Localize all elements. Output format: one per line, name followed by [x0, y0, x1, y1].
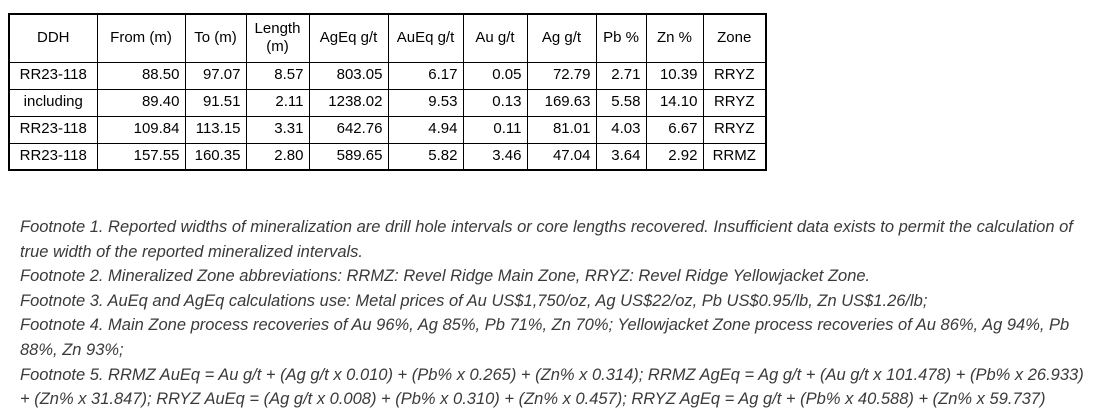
table-cell: 89.40: [96, 88, 186, 117]
table-row: RR23-118 157.55 160.35 2.80 589.65 5.82 …: [8, 142, 767, 171]
column-header-ddh: DDH: [8, 13, 98, 63]
column-header-au: Au g/t: [462, 13, 528, 63]
header-row: DDH From (m) To (m) Length (m) AgEq g/t …: [8, 13, 767, 63]
footnote: Footnote 4. Main Zone process recoveries…: [20, 316, 1070, 359]
footnote: Footnote 3. AuEq and AgEq calculations u…: [20, 291, 928, 310]
footnote: Footnote 2. Mineralized Zone abbreviatio…: [20, 267, 871, 286]
table-cell: 81.01: [526, 115, 597, 144]
table-cell: RRYZ: [702, 61, 767, 90]
table-cell: 2.11: [245, 88, 310, 117]
table-cell: 0.11: [462, 115, 528, 144]
table-cell: 97.07: [184, 61, 247, 90]
column-header-zone: Zone: [702, 13, 767, 63]
column-header-aueq: AuEq g/t: [387, 13, 464, 63]
table-cell: 803.05: [308, 61, 389, 90]
table-cell: 0.13: [462, 88, 528, 117]
column-header-to: To (m): [184, 13, 247, 63]
table-cell: 88.50: [96, 61, 186, 90]
table-cell: 2.92: [645, 142, 704, 171]
column-header-pb: Pb %: [595, 13, 647, 63]
table-cell: 6.67: [645, 115, 704, 144]
table-cell: RR23-118: [8, 142, 98, 171]
table-cell: 72.79: [526, 61, 597, 90]
table-cell: 642.76: [308, 115, 389, 144]
column-header-ag: Ag g/t: [526, 13, 597, 63]
table-cell: 2.80: [245, 142, 310, 171]
column-header-from: From (m): [96, 13, 186, 63]
column-header-zn: Zn %: [645, 13, 704, 63]
column-header-length: Length (m): [245, 13, 310, 63]
table-cell: 10.39: [645, 61, 704, 90]
table-cell: 9.53: [387, 88, 464, 117]
table-cell: 3.64: [595, 142, 647, 171]
table-cell: 160.35: [184, 142, 247, 171]
table-cell: 157.55: [96, 142, 186, 171]
drill-results-table: DDH From (m) To (m) Length (m) AgEq g/t …: [8, 13, 767, 171]
footnote: Footnote 1. Reported widths of mineraliz…: [20, 218, 1073, 261]
table-cell: 4.03: [595, 115, 647, 144]
table-cell: RRYZ: [702, 88, 767, 117]
table-row: including 89.40 91.51 2.11 1238.02 9.53 …: [8, 88, 767, 117]
table-row: RR23-118 88.50 97.07 8.57 803.05 6.17 0.…: [8, 61, 767, 90]
table-cell: 3.46: [462, 142, 528, 171]
table-cell: 589.65: [308, 142, 389, 171]
table-cell: 109.84: [96, 115, 186, 144]
table-cell: 8.57: [245, 61, 310, 90]
table-cell: RRMZ: [702, 142, 767, 171]
column-header-ageq: AgEq g/t: [308, 13, 389, 63]
table-row: RR23-118 109.84 113.15 3.31 642.76 4.94 …: [8, 115, 767, 144]
table-cell: 169.63: [526, 88, 597, 117]
table-cell: 6.17: [387, 61, 464, 90]
table-cell: 4.94: [387, 115, 464, 144]
table-cell: 5.58: [595, 88, 647, 117]
footnotes: Footnote 1. Reported widths of mineraliz…: [20, 215, 1090, 412]
table-cell: 113.15: [184, 115, 247, 144]
table-cell: RRYZ: [702, 115, 767, 144]
table-cell: 2.71: [595, 61, 647, 90]
table-cell: 5.82: [387, 142, 464, 171]
table-cell: 3.31: [245, 115, 310, 144]
footnote: Footnote 5. RRMZ AuEq = Au g/t + (Ag g/t…: [20, 365, 1084, 409]
table-cell: 14.10: [645, 88, 704, 117]
drill-results-table-container: DDH From (m) To (m) Length (m) AgEq g/t …: [8, 13, 767, 171]
table-cell: 0.05: [462, 61, 528, 90]
table-cell: 91.51: [184, 88, 247, 117]
table-cell: RR23-118: [8, 61, 98, 90]
table-cell: including: [8, 88, 98, 117]
table-cell: RR23-118: [8, 115, 98, 144]
table-cell: 47.04: [526, 142, 597, 171]
table-cell: 1238.02: [308, 88, 389, 117]
